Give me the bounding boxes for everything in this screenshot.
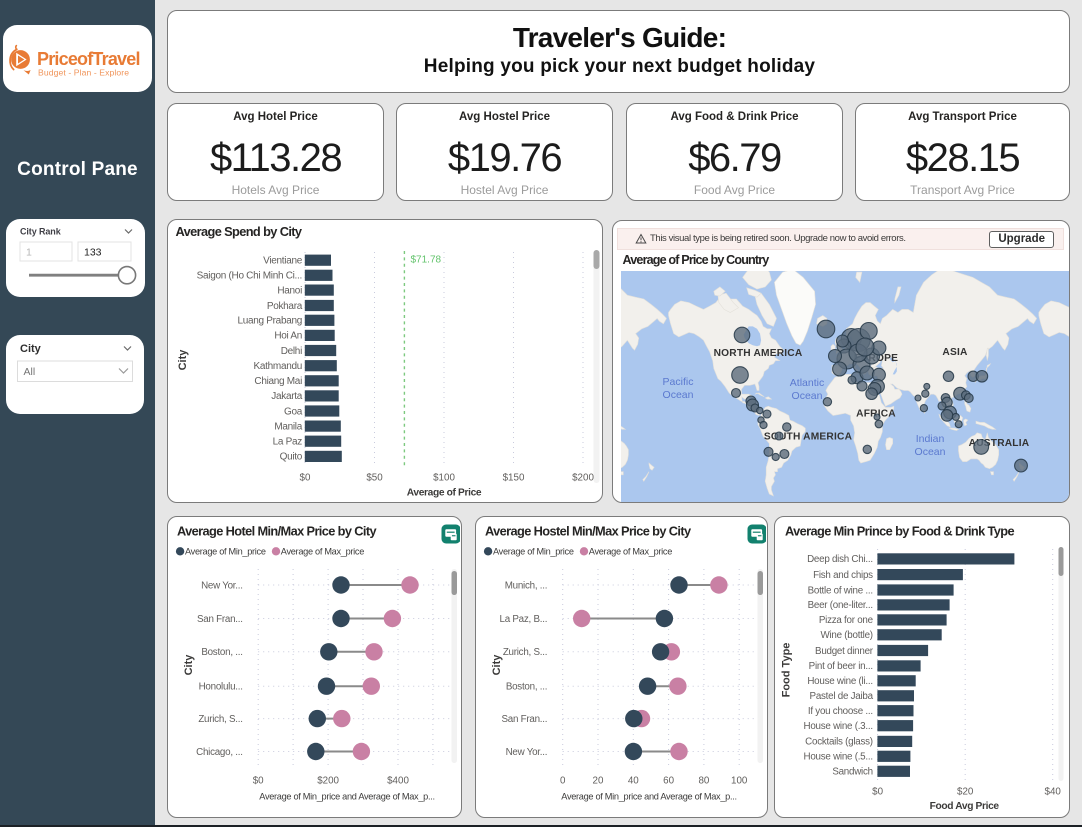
- svg-text:Budget - Plan - Explore: Budget - Plan - Explore: [38, 68, 129, 78]
- svg-text:Pokhara: Pokhara: [267, 301, 303, 312]
- svg-text:NORTH AMERICA: NORTH AMERICA: [714, 348, 803, 359]
- svg-text:$100: $100: [433, 473, 455, 484]
- svg-text:60: 60: [663, 776, 674, 787]
- svg-text:Average of Min_price and Avera: Average of Min_price and Average of Max_…: [561, 792, 736, 802]
- svg-text:Pacific: Pacific: [663, 376, 694, 388]
- svg-text:Luang Prabang: Luang Prabang: [238, 316, 303, 327]
- svg-text:Atlantic: Atlantic: [790, 377, 824, 389]
- svg-text:If you choose ...: If you choose ...: [808, 706, 873, 717]
- svg-text:ASIA: ASIA: [942, 347, 968, 358]
- svg-text:0: 0: [560, 776, 566, 787]
- svg-text:100: 100: [731, 776, 748, 787]
- svg-text:House wine (.3...: House wine (.3...: [804, 721, 873, 732]
- svg-text:Jakarta: Jakarta: [271, 391, 302, 402]
- svg-text:Goa: Goa: [284, 406, 303, 417]
- svg-text:$71.78: $71.78: [411, 255, 442, 266]
- svg-text:Vientiane: Vientiane: [263, 256, 303, 267]
- svg-text:80: 80: [698, 776, 709, 787]
- svg-text:Pint of beer in...: Pint of beer in...: [809, 661, 873, 672]
- svg-text:City: City: [177, 349, 189, 371]
- svg-text:New Yor...: New Yor...: [201, 580, 243, 591]
- svg-text:Food Type: Food Type: [780, 643, 792, 698]
- svg-text:Ocean: Ocean: [915, 446, 946, 458]
- svg-text:Delhi: Delhi: [281, 346, 302, 357]
- svg-text:PriceofTravel: PriceofTravel: [37, 49, 140, 69]
- svg-text:All: All: [24, 366, 36, 378]
- svg-text:$0: $0: [872, 787, 883, 798]
- svg-text:$0: $0: [300, 473, 311, 484]
- svg-text:Deep dish Chi...: Deep dish Chi...: [807, 554, 873, 565]
- svg-text:Average of Min_price and Avera: Average of Min_price and Average of Max_…: [259, 792, 434, 802]
- svg-text:Average Hotel Min/Max Price by: Average Hotel Min/Max Price by City: [177, 524, 377, 539]
- svg-text:Hanoi: Hanoi: [277, 285, 302, 296]
- svg-text:City: City: [20, 343, 42, 355]
- svg-text:Wine (bottle): Wine (bottle): [821, 630, 873, 641]
- svg-text:San Fran...: San Fran...: [197, 614, 243, 625]
- svg-text:Average Spend by City: Average Spend by City: [176, 224, 303, 239]
- svg-text:San Fran...: San Fran...: [501, 714, 547, 725]
- svg-text:New Yor...: New Yor...: [506, 747, 548, 758]
- svg-text:Average of Min_price: Average of Min_price: [493, 547, 574, 557]
- svg-text:Chiang Mai: Chiang Mai: [254, 376, 302, 387]
- svg-text:City: City: [183, 654, 195, 676]
- svg-text:Average of Min_price: Average of Min_price: [185, 547, 266, 557]
- svg-text:Munich, ...: Munich, ...: [505, 580, 547, 591]
- svg-text:Pastel de Jaiba: Pastel de Jaiba: [810, 691, 874, 702]
- svg-text:Bottle of wine ...: Bottle of wine ...: [808, 585, 873, 596]
- svg-text:$150: $150: [503, 473, 525, 484]
- svg-text:Average of Price: Average of Price: [407, 488, 482, 499]
- svg-text:City: City: [491, 654, 503, 676]
- svg-text:Hoi An: Hoi An: [274, 331, 302, 342]
- svg-text:House wine (.5...: House wine (.5...: [804, 752, 873, 763]
- svg-text:$400: $400: [387, 776, 409, 787]
- svg-text:$0: $0: [253, 776, 264, 787]
- svg-text:SOUTH AMERICA: SOUTH AMERICA: [764, 432, 853, 443]
- svg-text:Food Avg Price: Food Avg Price: [930, 801, 1000, 812]
- svg-text:$40: $40: [1045, 787, 1062, 798]
- svg-text:133: 133: [84, 247, 102, 259]
- svg-text:La Paz: La Paz: [273, 437, 303, 448]
- svg-text:Indian: Indian: [916, 433, 945, 445]
- svg-text:40: 40: [628, 776, 639, 787]
- svg-text:Honolulu...: Honolulu...: [199, 682, 243, 693]
- svg-text:Saigon (Ho Chi Minh Ci...: Saigon (Ho Chi Minh Ci...: [197, 271, 302, 282]
- svg-text:Average of Max_price: Average of Max_price: [281, 547, 364, 557]
- svg-text:Fish and chips: Fish and chips: [813, 570, 873, 581]
- svg-text:Sandwich: Sandwich: [832, 767, 872, 778]
- svg-text:Ocean: Ocean: [792, 390, 823, 402]
- svg-text:Chicago, ...: Chicago, ...: [196, 747, 243, 758]
- svg-text:$50: $50: [366, 473, 383, 484]
- svg-text:Boston, ...: Boston, ...: [201, 647, 242, 658]
- svg-text:Kathmandu: Kathmandu: [254, 361, 302, 372]
- svg-text:Average of Max_price: Average of Max_price: [589, 547, 672, 557]
- svg-text:La Paz, B...: La Paz, B...: [500, 614, 548, 625]
- svg-text:1: 1: [26, 247, 32, 259]
- svg-text:$200: $200: [317, 776, 339, 787]
- svg-text:House wine (li...: House wine (li...: [807, 676, 872, 687]
- svg-text:Average Hostel Min/Max Price b: Average Hostel Min/Max Price by City: [485, 524, 692, 539]
- svg-text:AUSTRALIA: AUSTRALIA: [969, 438, 1030, 449]
- svg-text:Ocean: Ocean: [663, 389, 694, 401]
- svg-text:20: 20: [593, 776, 604, 787]
- svg-text:City Rank: City Rank: [20, 227, 62, 237]
- svg-text:Average Min Prince by Food & D: Average Min Prince by Food & Drink Type: [785, 524, 1014, 539]
- svg-text:Beer (one-liter...: Beer (one-liter...: [808, 600, 873, 611]
- svg-text:Budget dinner: Budget dinner: [815, 646, 874, 657]
- svg-text:Zurich, S...: Zurich, S...: [503, 647, 547, 658]
- svg-text:Pizza for one: Pizza for one: [819, 615, 874, 626]
- svg-text:$20: $20: [957, 787, 974, 798]
- svg-text:Boston, ...: Boston, ...: [506, 682, 547, 693]
- svg-text:Zurich, S...: Zurich, S...: [198, 714, 242, 725]
- svg-text:$200: $200: [572, 473, 594, 484]
- svg-text:Manila: Manila: [274, 421, 302, 432]
- svg-text:Cocktails (glass): Cocktails (glass): [805, 737, 873, 748]
- svg-text:Quito: Quito: [280, 452, 303, 463]
